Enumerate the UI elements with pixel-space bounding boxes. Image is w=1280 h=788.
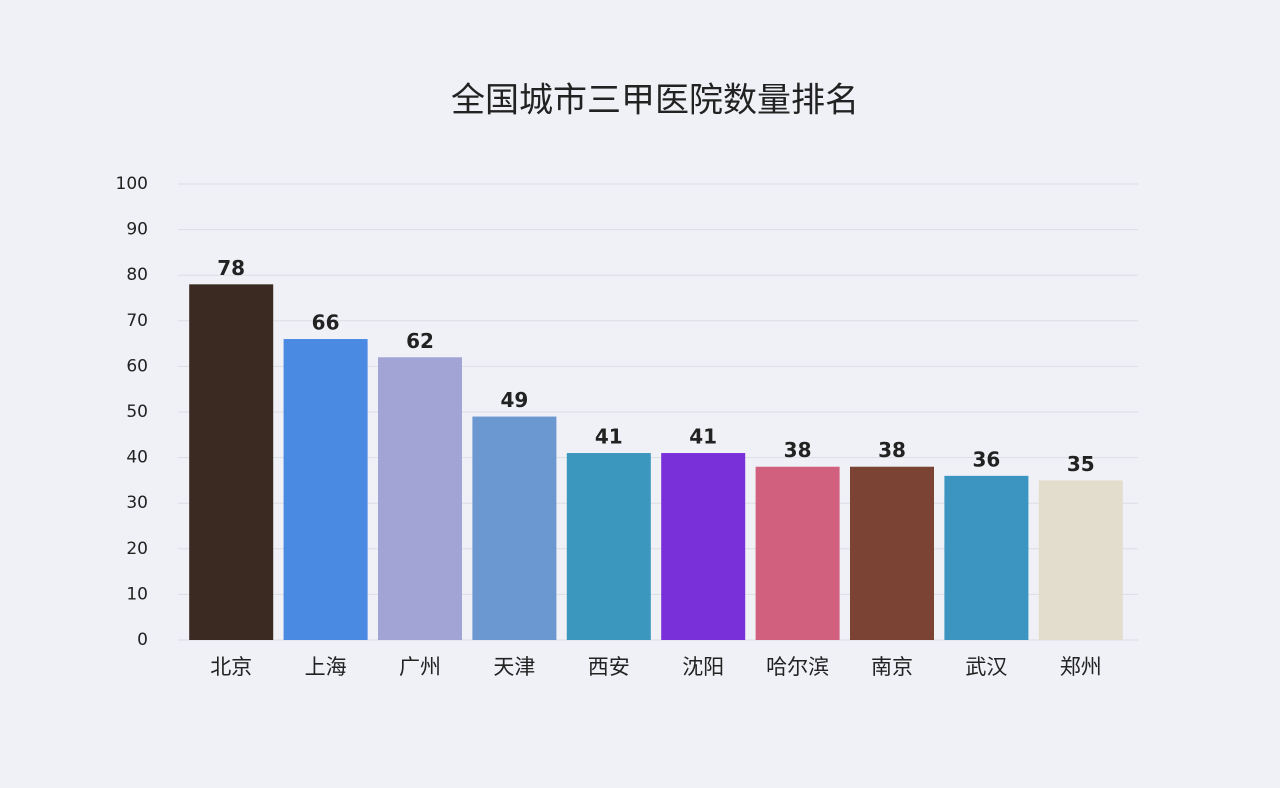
x-tick-label: 天津	[493, 655, 535, 679]
value-label: 66	[312, 311, 340, 335]
y-tick-label: 30	[126, 493, 148, 513]
y-tick-label: 20	[126, 539, 148, 559]
value-label: 49	[500, 388, 528, 412]
x-tick-label: 西安	[588, 655, 630, 679]
chart-title: 全国城市三甲医院数量排名	[451, 81, 859, 121]
value-label: 38	[784, 438, 812, 462]
y-tick-label: 70	[126, 311, 148, 331]
value-label: 41	[689, 425, 717, 449]
bar	[377, 357, 463, 640]
value-label: 62	[406, 329, 434, 353]
value-label: 35	[1067, 452, 1095, 476]
y-tick-label: 10	[126, 584, 148, 604]
bar	[661, 453, 746, 640]
bar	[566, 453, 651, 640]
x-tick-label: 沈阳	[682, 655, 724, 679]
bar	[1038, 480, 1123, 640]
y-tick-label: 80	[126, 265, 148, 285]
value-label: 78	[217, 256, 245, 280]
x-tick-label: 郑州	[1060, 655, 1102, 679]
bar	[472, 416, 557, 640]
value-label: 41	[595, 425, 623, 449]
bar	[755, 466, 840, 640]
bar	[849, 466, 935, 640]
y-tick-label: 0	[137, 630, 148, 650]
y-tick-label: 50	[126, 402, 148, 422]
value-label: 36	[972, 447, 1000, 471]
bar	[944, 475, 1029, 640]
x-tick-label: 南京	[871, 655, 913, 679]
value-label: 38	[878, 438, 906, 462]
y-tick-label: 60	[126, 356, 148, 376]
y-tick-label: 90	[126, 220, 148, 240]
x-tick-label: 哈尔滨	[766, 655, 829, 679]
y-tick-label: 40	[126, 448, 148, 468]
x-tick-label: 武汉	[965, 655, 1007, 679]
x-tick-label: 上海	[305, 655, 347, 679]
x-tick-label: 广州	[399, 655, 441, 679]
y-tick-label: 100	[116, 174, 148, 194]
bar	[283, 339, 368, 640]
bar	[189, 284, 274, 640]
x-tick-label: 北京	[210, 655, 252, 679]
